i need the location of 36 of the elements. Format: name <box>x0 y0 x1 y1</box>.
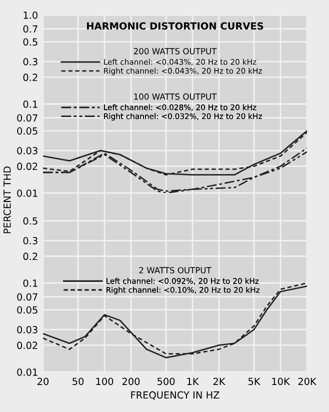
x-tick-label: 50 <box>72 378 84 386</box>
y-tick-label: 0.1 <box>23 279 38 287</box>
annotation: 200 WATTS OUTPUT <box>134 48 217 54</box>
x-tick-label: 200 <box>122 378 140 386</box>
y-tick-label: 0.5 <box>23 217 38 225</box>
y-tick-label: 0.3 <box>23 58 38 66</box>
x-tick-label: 1K <box>187 378 199 385</box>
x-tick-label: 2K <box>213 378 226 385</box>
x-tick-label: 5K <box>248 378 261 386</box>
y-tick-label: 0.05 <box>17 306 38 314</box>
y-tick-label: 0.3 <box>23 237 38 244</box>
y-tick-label: 0.03 <box>17 326 38 334</box>
y-tick-label: 0.05 <box>17 127 38 135</box>
y-tick-label: 0.07 <box>17 114 38 122</box>
x-tick-label: 10K <box>272 378 290 386</box>
y-tick-label: 0.02 <box>17 162 38 170</box>
text: HARMONIC DISTORTION CURVES <box>87 22 264 30</box>
y-tick-label: 0.2 <box>23 74 38 82</box>
y-tick-label: 0.02 <box>17 342 38 350</box>
x-tick-label: 20K <box>298 378 317 386</box>
x-tick-label: 500 <box>157 378 175 386</box>
x-axis-title: FREQUENCY IN HZ <box>131 391 220 400</box>
annotation: 2 WATTS OUTPUT <box>139 267 212 274</box>
y-tick-label: 0.03 <box>17 147 38 154</box>
annotation: 100 WATTS OUTPUT <box>134 93 217 100</box>
y-tick-label: 0.01 <box>17 368 38 376</box>
y-tick-label: 0.07 <box>17 293 38 301</box>
y-axis-title: PERCENT THD <box>3 166 11 234</box>
y-tick-label: 0.2 <box>23 252 38 260</box>
y-tick-label: 0.7 <box>23 25 38 33</box>
y-tick-label: 1.0 <box>24 11 38 19</box>
y-tick-label: 0.1 <box>23 100 38 108</box>
y-tick-label: 0.01 <box>17 189 38 197</box>
x-tick-label: 20 <box>38 378 49 386</box>
y-tick-label: 0.5 <box>23 38 38 46</box>
x-tick-label: 100 <box>96 378 114 386</box>
